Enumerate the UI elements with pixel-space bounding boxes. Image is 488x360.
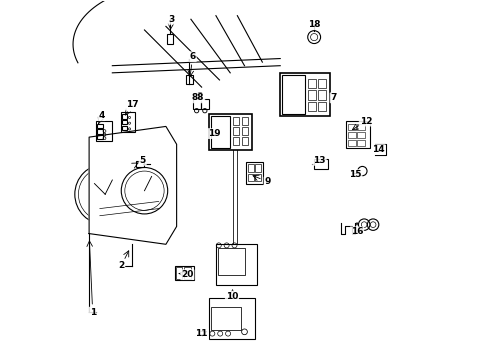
Text: 3: 3 xyxy=(168,15,174,24)
Bar xyxy=(233,127,239,135)
Bar xyxy=(307,102,315,111)
Bar xyxy=(96,121,112,141)
Bar xyxy=(317,102,325,111)
Bar xyxy=(122,120,126,124)
Text: 20: 20 xyxy=(181,270,193,279)
Bar xyxy=(166,33,173,44)
Text: 14: 14 xyxy=(371,145,384,154)
Text: 15: 15 xyxy=(348,170,361,179)
Bar xyxy=(97,135,102,139)
Bar xyxy=(210,116,230,148)
Text: 9: 9 xyxy=(264,177,270,186)
Bar xyxy=(216,244,257,285)
Bar xyxy=(201,99,208,109)
Bar xyxy=(247,164,253,172)
Bar xyxy=(357,132,365,138)
Polygon shape xyxy=(89,126,176,244)
Bar xyxy=(241,138,247,145)
Bar xyxy=(282,75,305,114)
Bar xyxy=(317,90,325,100)
Text: 1: 1 xyxy=(89,308,96,317)
Bar xyxy=(97,123,102,128)
Bar xyxy=(346,121,369,148)
Bar xyxy=(313,159,327,169)
Circle shape xyxy=(124,171,164,210)
Bar xyxy=(280,73,329,116)
Text: 8: 8 xyxy=(196,91,203,100)
Text: 16: 16 xyxy=(350,227,363,236)
Bar xyxy=(255,164,261,172)
Bar xyxy=(241,117,247,125)
Bar xyxy=(217,248,244,275)
Text: 17: 17 xyxy=(125,100,138,109)
Bar xyxy=(347,132,355,138)
Bar xyxy=(357,140,365,146)
Bar xyxy=(121,112,135,132)
Bar xyxy=(347,140,355,146)
Text: 7: 7 xyxy=(330,93,336,102)
Bar xyxy=(307,78,315,88)
Text: 19: 19 xyxy=(207,129,220,138)
Text: 13: 13 xyxy=(313,156,325,165)
Bar xyxy=(241,127,247,135)
Bar xyxy=(357,124,365,130)
Bar xyxy=(208,114,251,150)
Bar xyxy=(135,161,144,167)
Bar xyxy=(210,307,241,330)
Bar xyxy=(176,267,182,279)
Circle shape xyxy=(78,167,132,221)
Text: 10: 10 xyxy=(225,292,238,301)
Bar xyxy=(255,174,261,181)
Bar xyxy=(233,117,239,125)
Bar xyxy=(307,90,315,100)
Text: 4: 4 xyxy=(98,111,104,120)
Text: 11: 11 xyxy=(195,329,207,338)
Bar xyxy=(122,114,126,118)
Bar xyxy=(247,174,253,181)
Bar xyxy=(208,298,255,339)
Text: 88: 88 xyxy=(191,93,204,102)
Bar xyxy=(246,162,263,184)
Text: 6: 6 xyxy=(189,52,195,61)
Bar xyxy=(317,78,325,88)
Bar xyxy=(97,129,102,134)
Bar xyxy=(185,75,192,84)
Bar xyxy=(192,99,200,109)
Bar xyxy=(122,126,126,130)
Bar xyxy=(347,124,355,130)
Bar xyxy=(175,266,194,280)
Text: 18: 18 xyxy=(307,20,320,29)
Text: 2: 2 xyxy=(118,261,124,270)
Text: 12: 12 xyxy=(359,117,371,126)
Text: 5: 5 xyxy=(139,156,145,165)
Bar xyxy=(233,138,239,145)
Bar xyxy=(184,267,190,279)
